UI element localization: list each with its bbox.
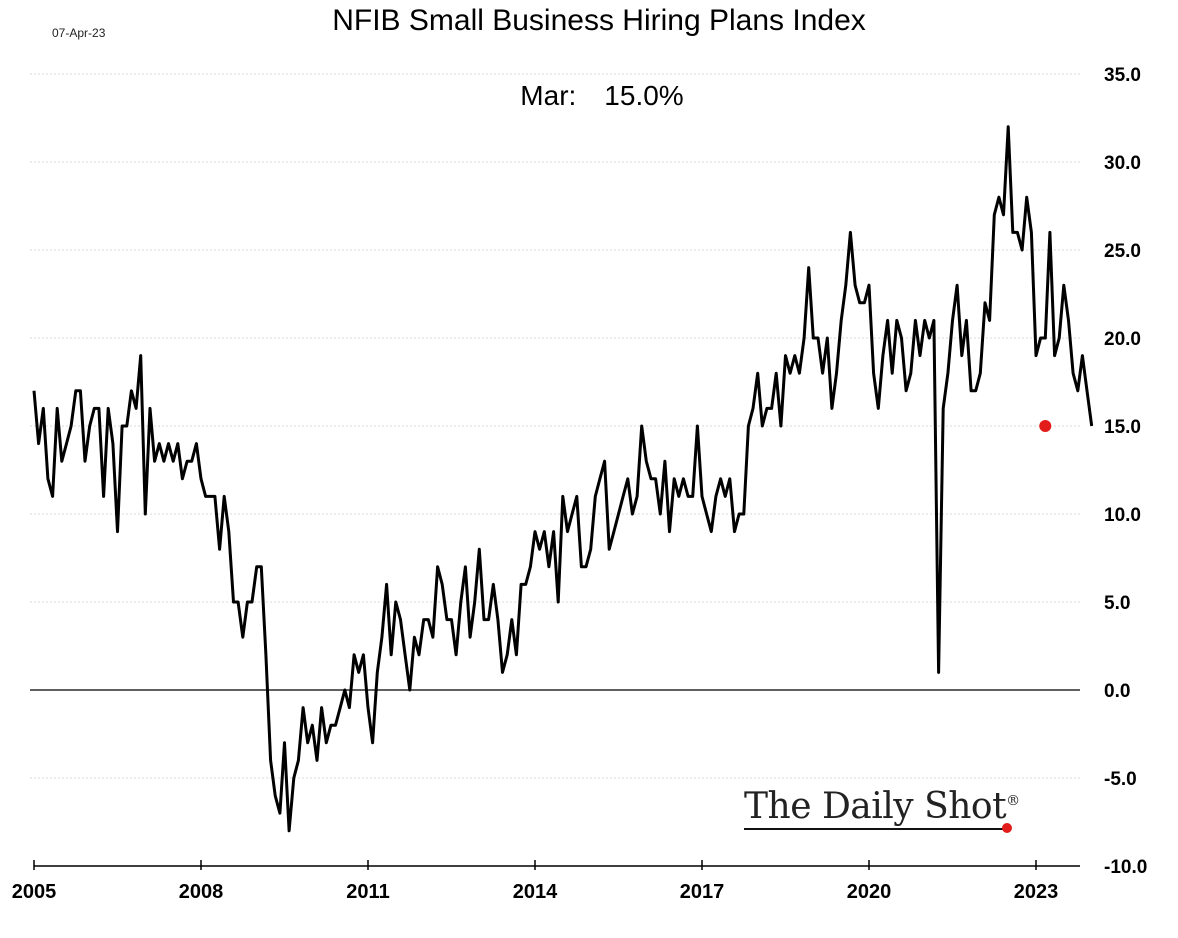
x-tick-label: 2017	[680, 881, 725, 903]
date-stamp: 07-Apr-23	[52, 26, 106, 40]
latest-value: 15.0%	[604, 80, 684, 111]
latest-label: Mar:	[520, 80, 577, 111]
registered-mark: ®	[1006, 793, 1020, 809]
x-tick-label: 2011	[346, 881, 389, 903]
y-axis: 35.0 30.0 25.0 20.0 15.0 10.0 5.0 0.0 -5.0 -10.0	[1104, 65, 1147, 878]
brand-watermark: The Daily Shot®	[744, 786, 1020, 827]
y-tick-label: 20.0	[1104, 329, 1141, 350]
brand-text: The Daily Shot	[744, 786, 1007, 827]
brand-dot	[1002, 823, 1012, 833]
x-tick-label: 2014	[513, 881, 558, 903]
y-tick-label: 35.0	[1104, 65, 1141, 86]
y-tick-label: 0.0	[1104, 681, 1130, 702]
x-tick-label: 2020	[847, 881, 892, 903]
latest-point-marker	[1039, 420, 1052, 432]
y-tick-label: 30.0	[1104, 153, 1141, 174]
brand-underline	[744, 828, 1006, 830]
y-tick-label: 25.0	[1104, 241, 1141, 262]
y-tick-label: -10.0	[1104, 857, 1147, 878]
series-line-hiring-plans	[32, 125, 1094, 833]
x-tick-label: 2008	[179, 881, 224, 903]
chart-title: NFIB Small Business Hiring Plans Index	[332, 4, 866, 37]
y-tick-label: 5.0	[1104, 593, 1130, 614]
y-tick-label: -5.0	[1104, 769, 1137, 790]
x-tick-label: 2005	[12, 881, 57, 903]
grid-lines	[30, 73, 1080, 867]
x-tick-label: 2023	[1014, 881, 1059, 903]
latest-value-annotation: Mar: 15.0%	[482, 80, 722, 112]
y-tick-label: 15.0	[1104, 417, 1141, 438]
x-axis: 2005 2008 2011 2014 2017 2020 2023	[12, 860, 1059, 903]
y-tick-label: 10.0	[1104, 505, 1141, 526]
